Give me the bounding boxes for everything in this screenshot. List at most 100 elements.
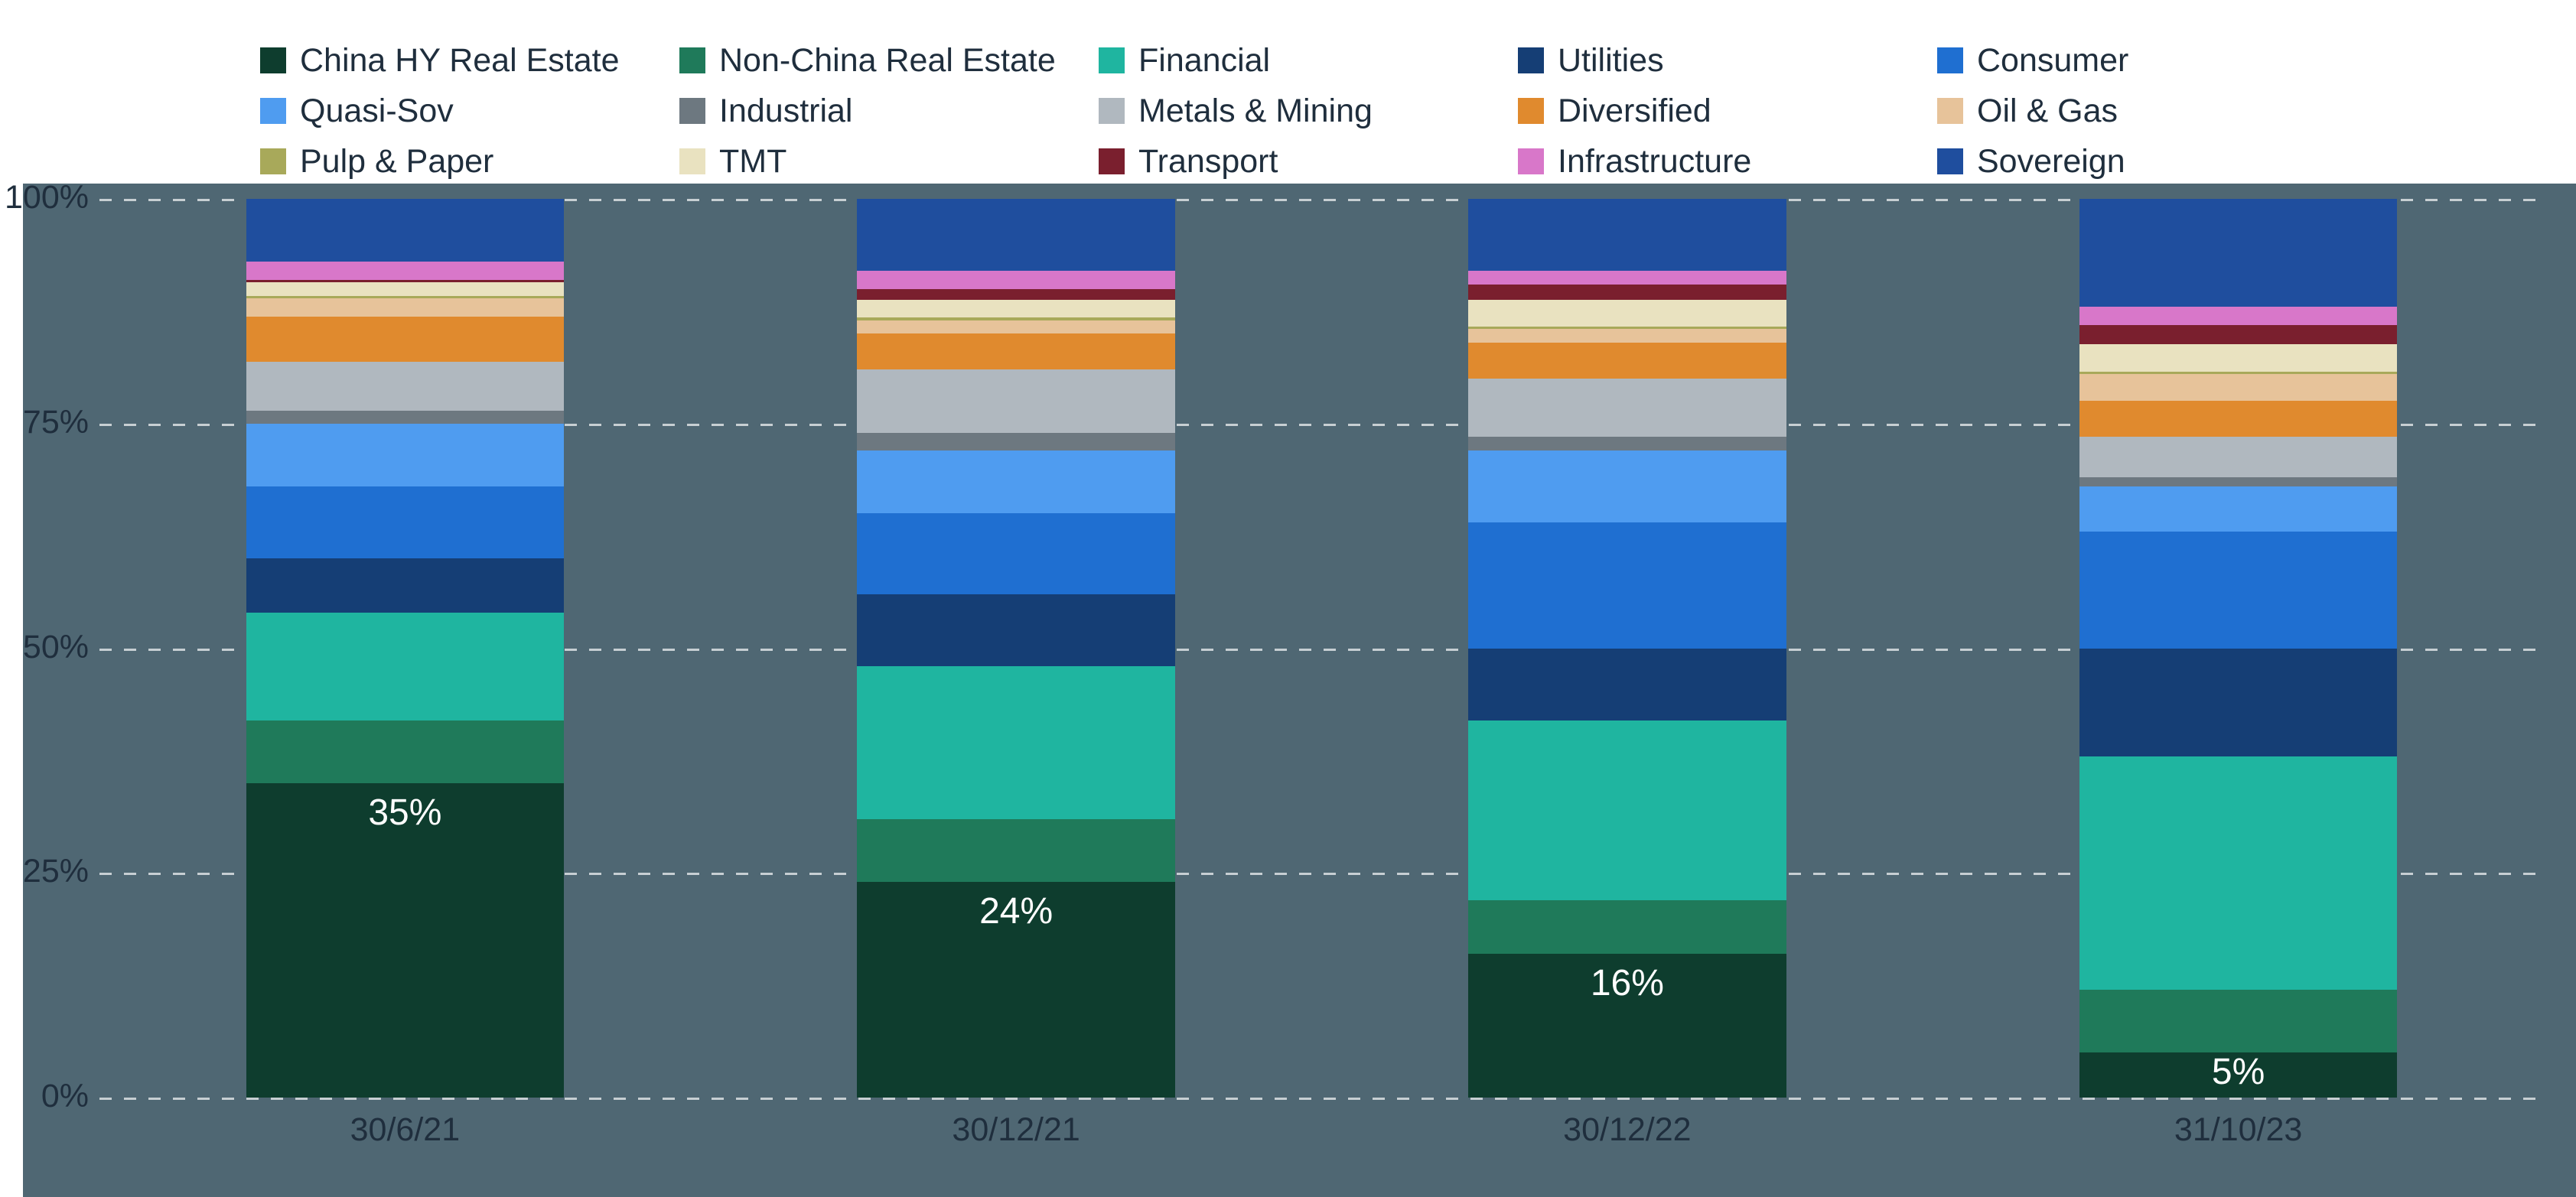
bar-segment — [2079, 199, 2397, 307]
bar-segment — [857, 451, 1174, 513]
legend-item: Utilities — [1518, 35, 1937, 86]
bar-segment — [857, 320, 1174, 334]
bar-segment — [857, 594, 1174, 666]
legend-swatch — [679, 148, 705, 174]
bar-segment — [2079, 437, 2397, 477]
legend-label: China HY Real Estate — [300, 42, 620, 80]
y-tick-label: 25% — [0, 853, 89, 890]
bar-segment — [857, 433, 1174, 451]
bar-segment — [246, 296, 564, 299]
legend-item: Industrial — [679, 86, 1099, 136]
x-tick-label: 30/6/21 — [99, 1111, 711, 1149]
bar-segment — [1468, 271, 1786, 285]
bar-segment — [857, 289, 1174, 300]
y-tick-label: 50% — [0, 629, 89, 666]
bar-segment — [1468, 300, 1786, 327]
y-tick-label: 100% — [0, 179, 89, 216]
bar-segment — [246, 411, 564, 423]
legend-swatch — [1518, 98, 1544, 124]
legend-item: Transport — [1099, 136, 1518, 187]
legend-item: Pulp & Paper — [260, 136, 679, 187]
bar-segment — [2079, 649, 2397, 756]
bar-segment — [857, 199, 1174, 271]
legend-swatch — [679, 98, 705, 124]
bar-segment — [1468, 343, 1786, 379]
legend-label: TMT — [719, 143, 786, 181]
bar-segment — [246, 199, 564, 262]
bar-segment — [1468, 451, 1786, 522]
legend-label: Pulp & Paper — [300, 143, 493, 181]
stacked-bar: 24% — [857, 199, 1174, 1098]
legend-label: Transport — [1138, 143, 1278, 181]
bar-segment — [857, 300, 1174, 318]
bar-segment — [1468, 649, 1786, 720]
bar-segment — [2079, 307, 2397, 325]
bar-segment — [246, 282, 564, 296]
legend-swatch — [1937, 98, 1963, 124]
chart-frame: China HY Real Estate Non-China Real Estat… — [0, 0, 2576, 1197]
legend-swatch — [1099, 98, 1125, 124]
y-tick-label: 0% — [0, 1078, 89, 1115]
bar-segment — [1468, 379, 1786, 437]
x-tick-label: 30/12/21 — [711, 1111, 1322, 1149]
bar-segment — [246, 720, 564, 783]
legend-label: Quasi-Sov — [300, 93, 454, 130]
bar-segment — [1468, 329, 1786, 343]
legend-label: Financial — [1138, 42, 1270, 80]
bar-segment — [857, 271, 1174, 289]
bar-segment — [2079, 344, 2397, 371]
stacked-bar: 5% — [2079, 199, 2397, 1098]
legend-item: Consumer — [1937, 35, 2356, 86]
legend-item: Quasi-Sov — [260, 86, 679, 136]
bar-segment — [246, 486, 564, 558]
bar-segment — [2079, 325, 2397, 345]
legend-item: Oil & Gas — [1937, 86, 2356, 136]
legend-swatch — [1937, 148, 1963, 174]
legend-item: Diversified — [1518, 86, 1937, 136]
bar-segment — [857, 317, 1174, 320]
bar-segment — [246, 317, 564, 362]
grid-line — [99, 1098, 2544, 1100]
bar-value-label: 24% — [857, 890, 1174, 932]
bar-segment — [857, 369, 1174, 432]
bar-segment — [857, 666, 1174, 819]
y-tick-label: 75% — [0, 404, 89, 441]
bar-segment — [2079, 372, 2397, 375]
x-tick-label: 30/12/22 — [1322, 1111, 1933, 1149]
bar-segment — [1468, 720, 1786, 900]
bar-segment — [857, 819, 1174, 882]
legend-swatch — [1099, 148, 1125, 174]
bar-segment — [2079, 990, 2397, 1052]
legend-label: Oil & Gas — [1977, 93, 2118, 130]
bar-value-label: 35% — [246, 792, 564, 834]
legend-label: Sovereign — [1977, 143, 2125, 181]
bar-segment — [246, 280, 564, 283]
legend-swatch — [1099, 47, 1125, 73]
bar-segment — [246, 558, 564, 613]
bar-segment — [2079, 401, 2397, 437]
bar-segment — [1468, 900, 1786, 955]
legend-label: Non-China Real Estate — [719, 42, 1056, 80]
legend-label: Consumer — [1977, 42, 2128, 80]
bar-segment — [857, 513, 1174, 594]
bar-segment — [246, 262, 564, 280]
bar-segment — [246, 362, 564, 411]
legend-item: Infrastructure — [1518, 136, 1937, 187]
bar-segment — [1468, 327, 1786, 330]
bar-segment — [246, 298, 564, 317]
legend-label: Infrastructure — [1558, 143, 1751, 181]
bar-segment — [1468, 437, 1786, 451]
bar-segment — [2079, 374, 2397, 401]
legend-item: Sovereign — [1937, 136, 2356, 187]
legend-item: TMT — [679, 136, 1099, 187]
legend-label: Metals & Mining — [1138, 93, 1373, 130]
legend-swatch — [260, 98, 286, 124]
legend-swatch — [679, 47, 705, 73]
bar-segment — [2079, 756, 2397, 990]
stacked-bar: 16% — [1468, 199, 1786, 1098]
bar-value-label: 16% — [1468, 962, 1786, 1004]
bar-value-label: 5% — [2079, 1051, 2397, 1093]
bar-segment — [246, 613, 564, 720]
legend-label: Diversified — [1558, 93, 1711, 130]
legend-swatch — [1937, 47, 1963, 73]
